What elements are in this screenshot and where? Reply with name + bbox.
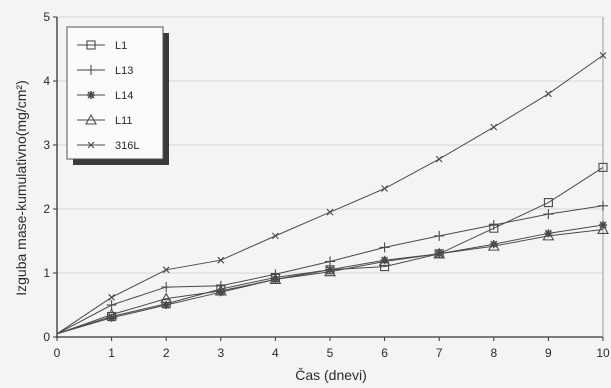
data-point-316l [491, 124, 497, 130]
series-l1 [57, 163, 607, 333]
x-tick-label: 8 [490, 346, 497, 360]
x-axis-title: Čas (dnevi) [295, 367, 367, 383]
y-tick-label: 5 [43, 10, 50, 24]
data-point-l13 [380, 242, 390, 252]
series-line-l11 [57, 229, 603, 333]
x-tick-label: 1 [108, 346, 115, 360]
data-point-316l [109, 294, 115, 300]
data-point-l13 [543, 209, 553, 219]
x-tick-label: 7 [436, 346, 443, 360]
x-tick-label: 0 [54, 346, 61, 360]
x-tick-label: 2 [163, 346, 170, 360]
data-point-316l [272, 233, 278, 239]
data-point-l13 [325, 256, 335, 266]
y-tick-label: 0 [43, 330, 50, 344]
legend-label-l1: L1 [115, 40, 127, 52]
y-tick-label: 2 [43, 202, 50, 216]
data-point-l13 [161, 282, 171, 292]
legend-label-l13: L13 [115, 65, 133, 77]
y-tick-label: 4 [43, 74, 50, 88]
x-tick-label: 6 [381, 346, 388, 360]
legend-label-316l: 316L [115, 140, 139, 152]
legend-label-l11: L11 [115, 115, 133, 127]
data-point-316l [327, 209, 333, 215]
data-point-316l [436, 156, 442, 162]
x-tick-label: 10 [596, 346, 610, 360]
y-tick-label: 1 [43, 266, 50, 280]
y-tick-label: 3 [43, 138, 50, 152]
data-point-l13 [434, 231, 444, 241]
legend-label-l14: L14 [115, 90, 133, 102]
y-axis-title: Izguba mase-kumulativno(mg/cm²) [13, 80, 29, 296]
series-line-l1 [57, 167, 603, 333]
series-l11 [57, 224, 608, 333]
data-point-316l [382, 186, 388, 192]
data-point-316l [545, 91, 551, 97]
x-tick-label: 3 [217, 346, 224, 360]
x-tick-label: 5 [327, 346, 334, 360]
legend: L1 L13 L14 L11 316L [67, 27, 169, 165]
legend-marker-l14 [87, 91, 95, 99]
series-l14 [57, 221, 607, 334]
x-tick-label: 4 [272, 346, 279, 360]
x-tick-label: 9 [545, 346, 552, 360]
